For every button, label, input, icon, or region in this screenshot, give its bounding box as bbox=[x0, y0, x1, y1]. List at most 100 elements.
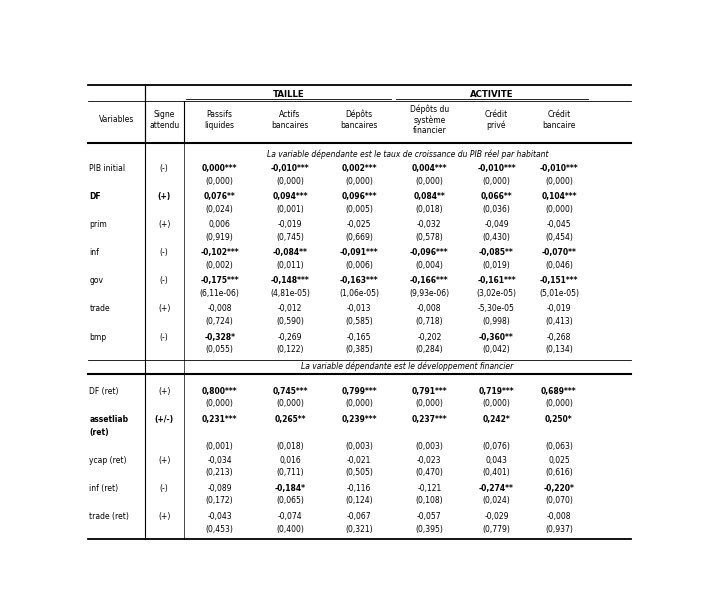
Text: (0,000): (0,000) bbox=[276, 177, 304, 186]
Text: 0,076**: 0,076** bbox=[204, 192, 236, 201]
Text: inf (ret): inf (ret) bbox=[89, 484, 118, 493]
Text: système: système bbox=[413, 115, 445, 124]
Text: (0,024): (0,024) bbox=[482, 497, 510, 506]
Text: Dépôts du: Dépôts du bbox=[409, 104, 449, 114]
Text: (0,000): (0,000) bbox=[482, 399, 510, 409]
Text: (9,93e-06): (9,93e-06) bbox=[409, 289, 449, 298]
Text: (+): (+) bbox=[158, 512, 170, 521]
Text: (+): (+) bbox=[158, 387, 170, 396]
Text: -0,049: -0,049 bbox=[484, 220, 509, 229]
Text: 0,242*: 0,242* bbox=[482, 415, 510, 424]
Text: Passifs: Passifs bbox=[207, 110, 233, 119]
Text: -0,013: -0,013 bbox=[347, 305, 372, 313]
Text: (0,724): (0,724) bbox=[206, 317, 233, 326]
Text: bmp: bmp bbox=[89, 333, 107, 342]
Text: Signe: Signe bbox=[154, 110, 175, 119]
Text: (0,937): (0,937) bbox=[545, 524, 573, 534]
Text: -0,148***: -0,148*** bbox=[271, 276, 309, 285]
Text: 0,250*: 0,250* bbox=[545, 415, 573, 424]
Text: (0,578): (0,578) bbox=[416, 233, 443, 242]
Text: 0,237***: 0,237*** bbox=[411, 415, 447, 424]
Text: -0,184*: -0,184* bbox=[275, 484, 306, 493]
Text: (0,076): (0,076) bbox=[482, 442, 510, 451]
Text: (0,011): (0,011) bbox=[276, 261, 304, 270]
Text: (0,395): (0,395) bbox=[416, 524, 443, 534]
Text: -0,089: -0,089 bbox=[207, 484, 232, 493]
Text: 0,025: 0,025 bbox=[548, 456, 570, 465]
Text: -0,084**: -0,084** bbox=[273, 248, 308, 257]
Text: (0,005): (0,005) bbox=[345, 205, 373, 214]
Text: (0,000): (0,000) bbox=[276, 399, 304, 409]
Text: (0,585): (0,585) bbox=[345, 317, 373, 326]
Text: (0,024): (0,024) bbox=[206, 205, 233, 214]
Text: Dépôts: Dépôts bbox=[346, 110, 372, 120]
Text: bancaires: bancaires bbox=[340, 121, 378, 130]
Text: inf: inf bbox=[89, 248, 99, 257]
Text: -0,175***: -0,175*** bbox=[200, 276, 239, 285]
Text: PIB initial: PIB initial bbox=[89, 164, 125, 173]
Text: prim: prim bbox=[89, 220, 107, 229]
Text: (0,998): (0,998) bbox=[482, 317, 510, 326]
Text: (-): (-) bbox=[160, 164, 169, 173]
Text: trade (ret): trade (ret) bbox=[89, 512, 129, 521]
Text: (0,002): (0,002) bbox=[206, 261, 233, 270]
Text: -0,019: -0,019 bbox=[547, 305, 571, 313]
Text: (0,385): (0,385) bbox=[345, 345, 373, 354]
Text: 0,231***: 0,231*** bbox=[202, 415, 238, 424]
Text: -0,074: -0,074 bbox=[278, 512, 302, 521]
Text: -0,070**: -0,070** bbox=[541, 248, 576, 257]
Text: -0,268: -0,268 bbox=[547, 333, 571, 342]
Text: (0,055): (0,055) bbox=[205, 345, 233, 354]
Text: -0,102***: -0,102*** bbox=[200, 248, 239, 257]
Text: bancaires: bancaires bbox=[271, 121, 308, 130]
Text: (-): (-) bbox=[160, 333, 169, 342]
Text: 0,004***: 0,004*** bbox=[411, 164, 447, 173]
Text: (+/-): (+/-) bbox=[155, 415, 174, 424]
Text: (0,000): (0,000) bbox=[545, 177, 573, 186]
Text: (0,454): (0,454) bbox=[545, 233, 573, 242]
Text: (0,616): (0,616) bbox=[545, 469, 573, 477]
Text: 0,066**: 0,066** bbox=[481, 192, 512, 201]
Text: (-): (-) bbox=[160, 484, 169, 493]
Text: -0,008: -0,008 bbox=[417, 305, 442, 313]
Text: -0,220*: -0,220* bbox=[543, 484, 574, 493]
Text: (0,000): (0,000) bbox=[345, 399, 373, 409]
Text: (0,590): (0,590) bbox=[276, 317, 304, 326]
Text: -0,032: -0,032 bbox=[417, 220, 442, 229]
Text: DF (ret): DF (ret) bbox=[89, 387, 118, 396]
Text: (0,400): (0,400) bbox=[276, 524, 304, 534]
Text: (0,172): (0,172) bbox=[206, 497, 233, 506]
Text: (-): (-) bbox=[160, 276, 169, 285]
Text: bancaire: bancaire bbox=[543, 121, 576, 130]
Text: -0,163***: -0,163*** bbox=[340, 276, 379, 285]
Text: (0,070): (0,070) bbox=[545, 497, 573, 506]
Text: (0,001): (0,001) bbox=[206, 442, 233, 451]
Text: -0,010***: -0,010*** bbox=[271, 164, 309, 173]
Text: 0,799***: 0,799*** bbox=[341, 387, 377, 396]
Text: (ret): (ret) bbox=[89, 427, 109, 436]
Text: -0,034: -0,034 bbox=[207, 456, 232, 465]
Text: 0,006: 0,006 bbox=[209, 220, 231, 229]
Text: -0,012: -0,012 bbox=[278, 305, 302, 313]
Text: (0,745): (0,745) bbox=[276, 233, 304, 242]
Text: -0,121: -0,121 bbox=[417, 484, 442, 493]
Text: (4,81e-05): (4,81e-05) bbox=[270, 289, 310, 298]
Text: Crédit: Crédit bbox=[485, 110, 508, 119]
Text: (0,401): (0,401) bbox=[482, 469, 510, 477]
Text: (0,505): (0,505) bbox=[345, 469, 373, 477]
Text: (0,036): (0,036) bbox=[482, 205, 510, 214]
Text: (0,046): (0,046) bbox=[545, 261, 573, 270]
Text: -0,274**: -0,274** bbox=[479, 484, 514, 493]
Text: (0,321): (0,321) bbox=[345, 524, 373, 534]
Text: (0,019): (0,019) bbox=[482, 261, 510, 270]
Text: attendu: attendu bbox=[149, 121, 179, 130]
Text: 0,745***: 0,745*** bbox=[272, 387, 308, 396]
Text: (0,003): (0,003) bbox=[345, 442, 373, 451]
Text: 0,689***: 0,689*** bbox=[541, 387, 577, 396]
Text: -0,151***: -0,151*** bbox=[540, 276, 578, 285]
Text: -0,165: -0,165 bbox=[347, 333, 372, 342]
Text: Crédit: Crédit bbox=[547, 110, 571, 119]
Text: (0,124): (0,124) bbox=[345, 497, 373, 506]
Text: (0,042): (0,042) bbox=[482, 345, 510, 354]
Text: (6,11e-06): (6,11e-06) bbox=[200, 289, 240, 298]
